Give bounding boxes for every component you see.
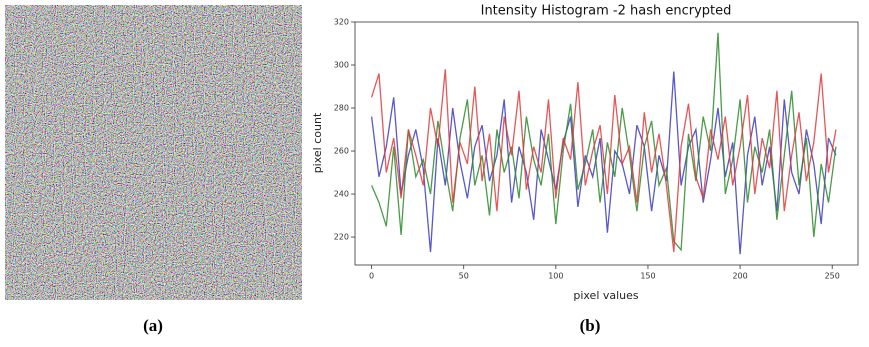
x-tick-label: 100: [548, 272, 563, 281]
panel-label: (a): [143, 316, 163, 335]
x-tick-label: 200: [732, 272, 747, 281]
figure: (a) (b) Intensity Histogram -2 hash encr…: [0, 0, 869, 343]
x-tick-label: 250: [825, 272, 840, 281]
y-tick-label: 280: [334, 104, 349, 113]
encrypted-image: [5, 5, 302, 300]
x-tick-label: 50: [459, 272, 469, 281]
y-axis-label: pixel count: [311, 112, 324, 173]
y-tick-label: 320: [334, 18, 349, 27]
y-tick-label: 260: [334, 147, 349, 156]
chart-title: Intensity Histogram -2 hash encrypted: [481, 4, 732, 19]
y-tick-label: 240: [334, 190, 349, 199]
x-axis-label: pixel values: [573, 289, 639, 302]
y-tick-label: 300: [334, 61, 349, 70]
y-tick-label: 220: [334, 233, 349, 242]
x-tick-label: 0: [369, 272, 374, 281]
series-line: [372, 33, 836, 250]
panel-label: (b): [580, 316, 601, 335]
x-tick-label: 150: [640, 272, 655, 281]
